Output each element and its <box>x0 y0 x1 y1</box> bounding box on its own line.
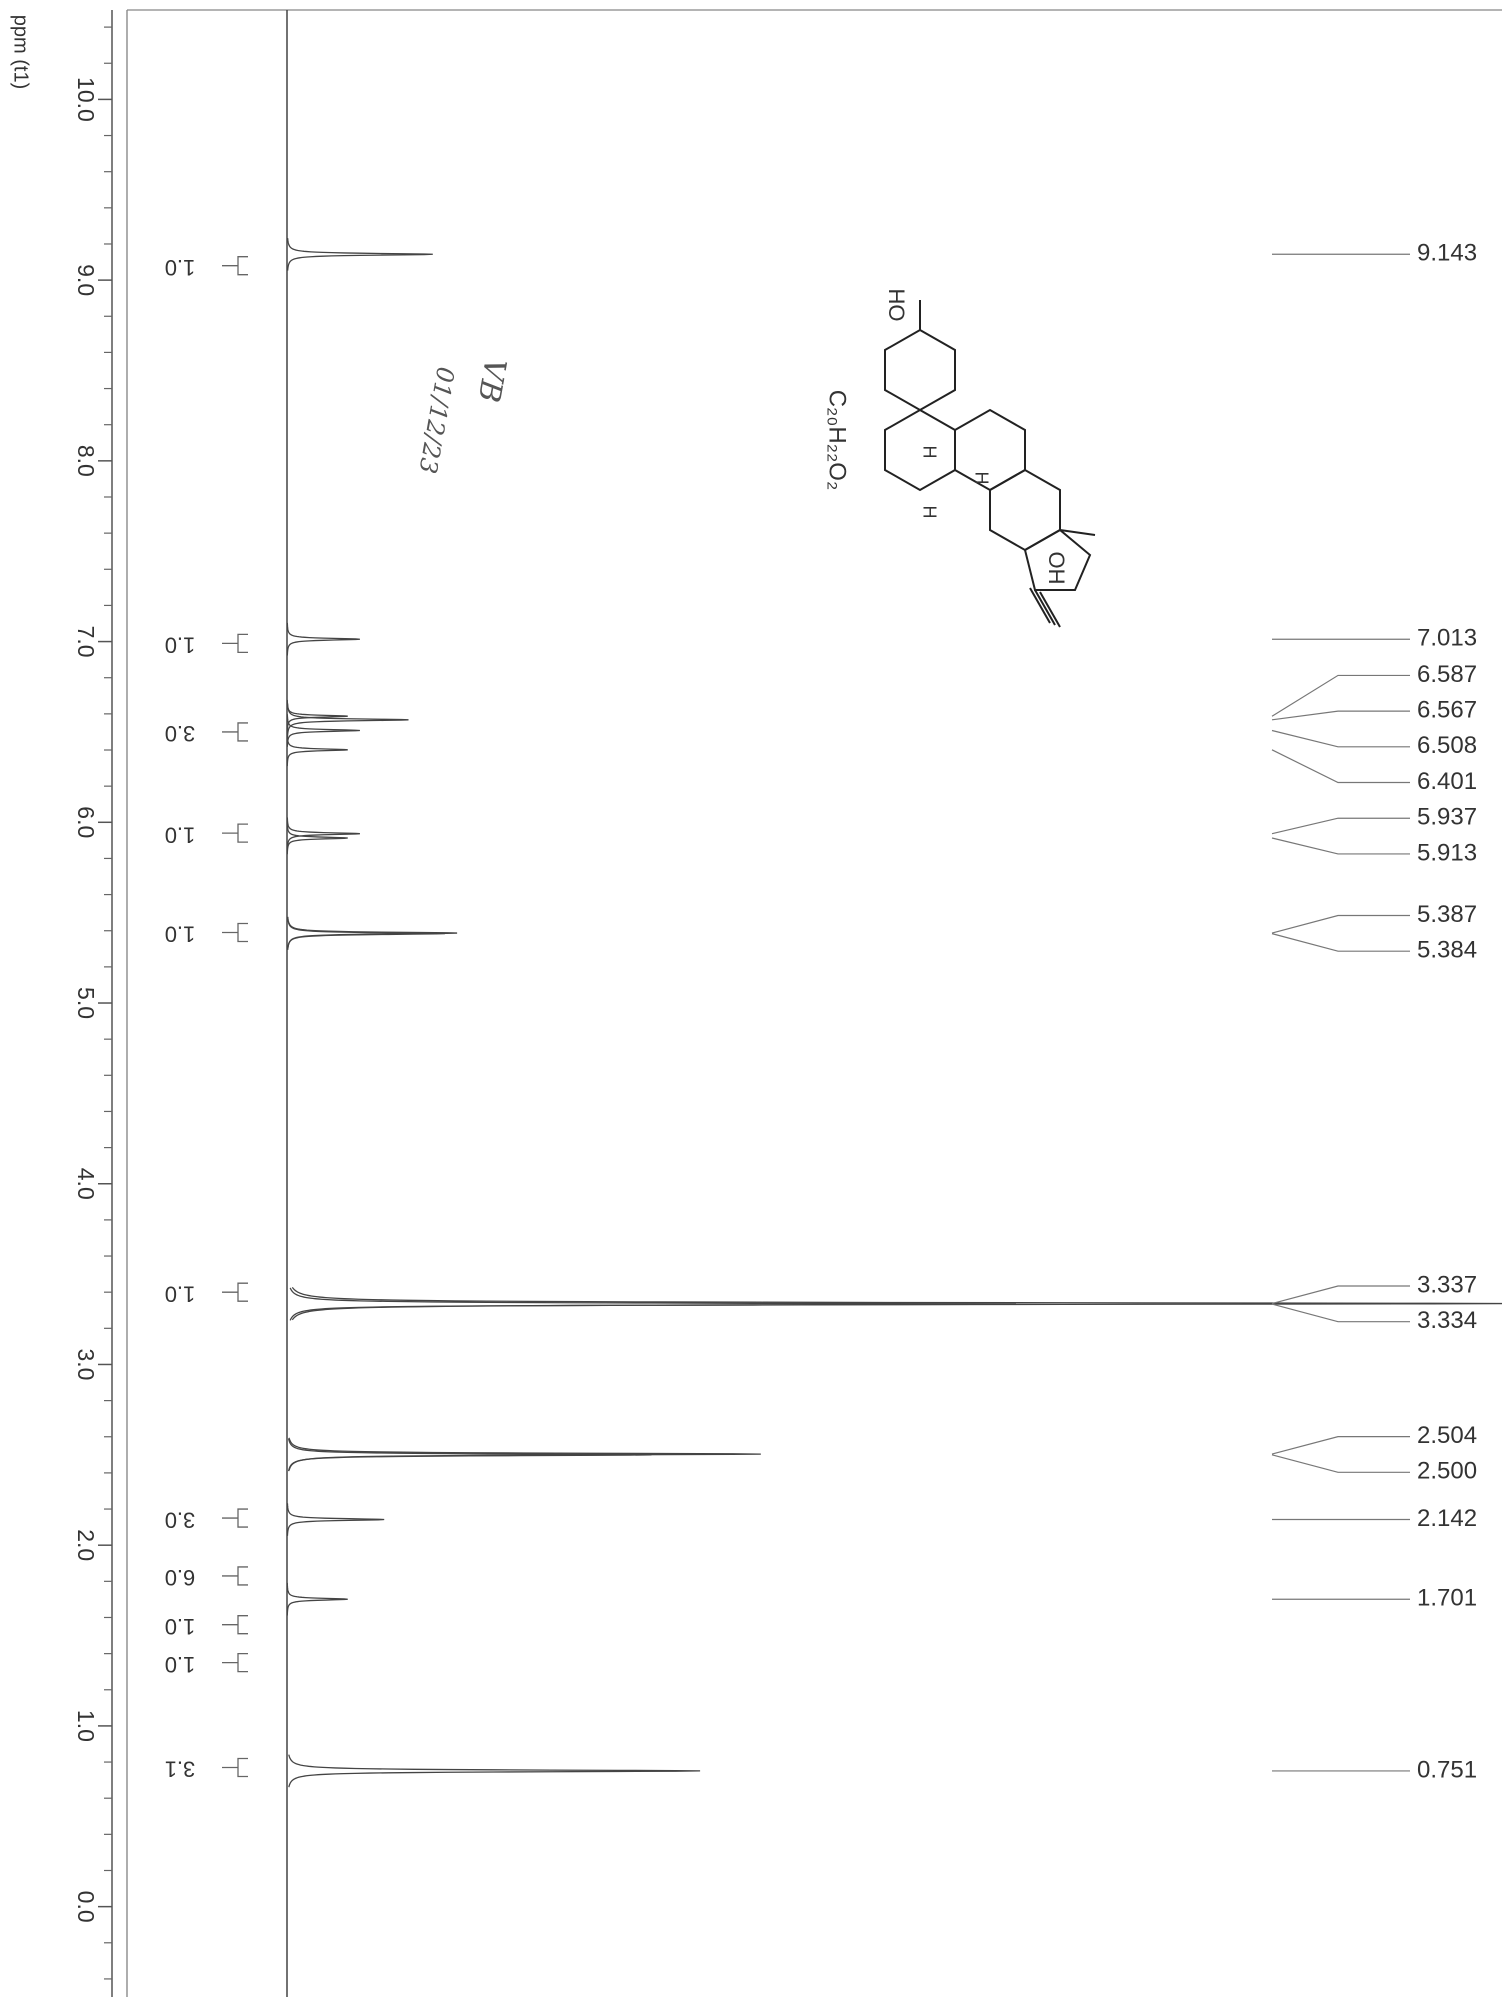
integral-bracket <box>222 922 248 943</box>
y-tick-label: 7.0 <box>73 626 99 658</box>
y-tick-label: 10.0 <box>73 77 99 122</box>
peak-connector <box>1271 817 1410 835</box>
integral-bracket <box>222 722 248 742</box>
handwritten-initials: VB <box>470 356 512 405</box>
peak-label: 5.384 <box>1417 937 1477 964</box>
integral-label: 6.0 <box>165 1565 196 1590</box>
integral-bracket <box>222 1615 248 1635</box>
integral-bracket <box>222 1508 248 1528</box>
structure-drawing <box>884 300 1096 628</box>
peak-connector <box>1271 749 1410 784</box>
integral-label: 1.0 <box>165 633 196 658</box>
structure-label: OH <box>1044 552 1069 585</box>
peak-connector <box>1271 729 1410 748</box>
y-tick-label: 1.0 <box>73 1710 99 1742</box>
peak-label: 5.937 <box>1417 804 1477 831</box>
peak-label: 5.387 <box>1417 901 1477 928</box>
integral-bracket <box>222 823 248 843</box>
integral-label: 1.0 <box>165 1614 196 1639</box>
integral-bracket <box>222 1282 248 1302</box>
peak-connector <box>1271 1436 1410 1455</box>
integral-label: 3.0 <box>165 1507 196 1532</box>
integral-label: 1.0 <box>165 255 196 280</box>
peak <box>286 1503 385 1536</box>
peak-connector <box>1271 1285 1410 1305</box>
peak <box>286 733 348 767</box>
y-tick-label: 4.0 <box>73 1168 99 1200</box>
peak <box>286 622 360 656</box>
integral-label: 1.0 <box>165 1281 196 1306</box>
peak <box>288 1754 701 1788</box>
integral-bracket <box>222 1566 248 1586</box>
peak-label: 6.401 <box>1417 768 1477 795</box>
peak <box>286 1582 348 1616</box>
peak <box>289 1287 1017 1321</box>
peak <box>287 1438 652 1472</box>
peak <box>287 237 433 271</box>
y-tick-label: 2.0 <box>73 1529 99 1561</box>
peak-label: 3.337 <box>1417 1271 1477 1298</box>
integral-bracket <box>222 1653 248 1673</box>
integral-label: 1.0 <box>165 922 196 947</box>
integral-bracket <box>222 633 248 654</box>
y-tick-label: 5.0 <box>73 987 99 1019</box>
peak <box>291 1286 1502 1321</box>
integral-bracket <box>222 1757 248 1778</box>
peak-label: 6.508 <box>1417 732 1477 759</box>
y-tick-label: 6.0 <box>73 806 99 838</box>
peak-connector <box>1271 710 1410 721</box>
peak-connector <box>1271 914 1410 934</box>
peak-label: 1.701 <box>1417 1585 1477 1612</box>
integral-label: 1.0 <box>165 1652 196 1677</box>
integral-label: 3.0 <box>165 721 196 746</box>
peak-label: 0.751 <box>1417 1756 1477 1783</box>
handwritten-date: 01/12/23 <box>413 365 459 476</box>
peak-label: 5.913 <box>1417 839 1477 866</box>
peak <box>286 703 409 737</box>
structure-label: HO <box>884 289 909 322</box>
peak-label: 7.013 <box>1417 625 1477 652</box>
peak <box>286 817 360 850</box>
peak-label: 3.334 <box>1417 1307 1477 1334</box>
peak <box>286 821 348 855</box>
peak <box>287 917 445 950</box>
peak-label: 2.504 <box>1417 1422 1477 1449</box>
y-tick-label: 9.0 <box>73 264 99 296</box>
y-tick-label: 0.0 <box>73 1891 99 1923</box>
peak-label: 9.143 <box>1417 240 1477 267</box>
peak-label: 6.587 <box>1417 661 1477 688</box>
peak-connector <box>1271 674 1410 717</box>
peak-connector <box>1271 837 1410 855</box>
peak-connector <box>1271 1454 1410 1473</box>
structure-label: H <box>971 472 991 485</box>
structure-label: H <box>919 506 939 519</box>
y-tick-label: 8.0 <box>73 445 99 477</box>
axis-title: ppm (t1) <box>10 15 32 89</box>
integral-label: 1.0 <box>165 822 196 847</box>
peak-label: 2.500 <box>1417 1458 1477 1485</box>
peak-label: 2.142 <box>1417 1505 1477 1532</box>
integral-bracket <box>222 256 248 276</box>
peak-label: 6.567 <box>1417 696 1477 723</box>
y-tick-label: 3.0 <box>73 1348 99 1380</box>
integral-label: 3.1 <box>165 1757 196 1782</box>
peak-connector <box>1271 933 1410 952</box>
peak-connector <box>1271 1303 1410 1323</box>
formula: C₂₀H₂₂O₂ <box>824 390 851 491</box>
structure-label: H <box>919 446 939 459</box>
